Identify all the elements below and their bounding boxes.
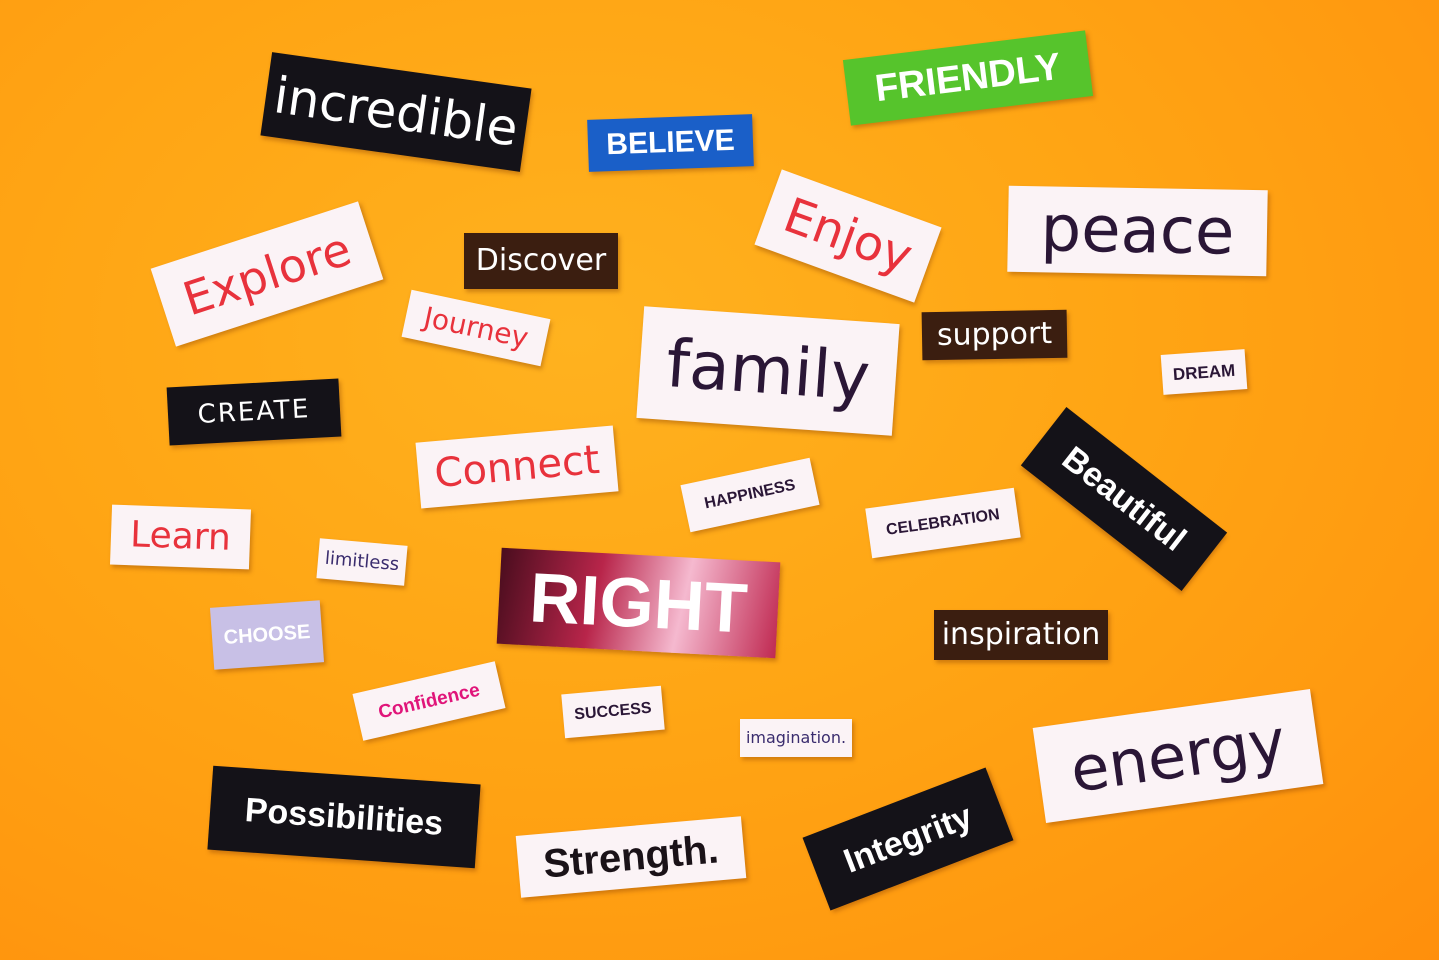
word-text: family (663, 324, 873, 417)
word-clip-inspiration: inspiration (934, 610, 1108, 660)
word-text: Confidence (376, 679, 482, 723)
word-text: SUCCESS (573, 699, 653, 724)
word-text: Connect (432, 436, 602, 498)
word-clip-dream: DREAM (1160, 349, 1248, 395)
word-clip-friendly: FRIENDLY (842, 30, 1094, 126)
word-text: Explore (176, 221, 358, 327)
word-clip-choose: CHOOSE (209, 600, 325, 670)
word-text: Enjoy (776, 187, 920, 285)
word-clip-integrity: Integrity (802, 767, 1014, 911)
word-clip-beautiful: Beautiful (1020, 407, 1228, 591)
word-clip-confidence: Confidence (352, 661, 506, 741)
word-clip-incredible: incredible (260, 52, 532, 172)
word-clip-possibilities: Possibilities (207, 765, 481, 869)
word-clip-enjoy: Enjoy (754, 169, 942, 303)
word-text: Discover (475, 243, 607, 278)
word-text: CHOOSE (222, 621, 312, 649)
word-clip-celebration: CELEBRATION (865, 487, 1021, 559)
word-clip-connect: Connect (415, 425, 619, 509)
word-clip-energy: energy (1032, 688, 1324, 824)
word-text: CREATE (196, 394, 312, 430)
word-clip-happiness: HAPPINESS (680, 457, 820, 533)
word-text: Learn (129, 514, 232, 559)
word-clip-create: CREATE (166, 378, 342, 446)
word-clip-believe: BELIEVE (587, 114, 754, 172)
word-text: inspiration (941, 617, 1101, 652)
word-text: Strength. (541, 827, 721, 887)
word-text: DREAM (1172, 360, 1236, 384)
word-text: peace (1039, 192, 1236, 270)
word-text: energy (1065, 704, 1290, 807)
word-clip-strength: Strength. (515, 816, 747, 898)
word-text: Possibilities (243, 791, 445, 843)
word-text: FRIENDLY (872, 45, 1064, 111)
word-clip-success: SUCCESS (561, 685, 665, 739)
word-text: HAPPINESS (702, 476, 797, 513)
word-text: imagination. (745, 728, 847, 747)
word-text: incredible (270, 66, 522, 158)
word-text: RIGHT (527, 558, 750, 648)
word-text: Integrity (838, 797, 978, 881)
word-clip-learn: Learn (109, 504, 252, 570)
word-clip-imagination: imagination. (740, 719, 852, 757)
word-clip-right: RIGHT (496, 547, 781, 659)
word-clip-support: support (921, 309, 1068, 361)
word-text: Journey (420, 300, 532, 355)
word-clip-limitless: limitless (316, 538, 408, 586)
word-clip-family: family (636, 306, 900, 436)
word-text: Beautiful (1054, 439, 1194, 559)
word-text: limitless (324, 547, 401, 576)
word-clip-peace: peace (1007, 185, 1268, 277)
word-clip-explore: Explore (150, 201, 384, 347)
word-text: BELIEVE (605, 123, 736, 162)
word-text: CELEBRATION (885, 506, 1001, 539)
word-clip-journey: Journey (401, 289, 551, 367)
word-text: support (936, 315, 1053, 354)
word-clip-discover: Discover (464, 233, 618, 289)
